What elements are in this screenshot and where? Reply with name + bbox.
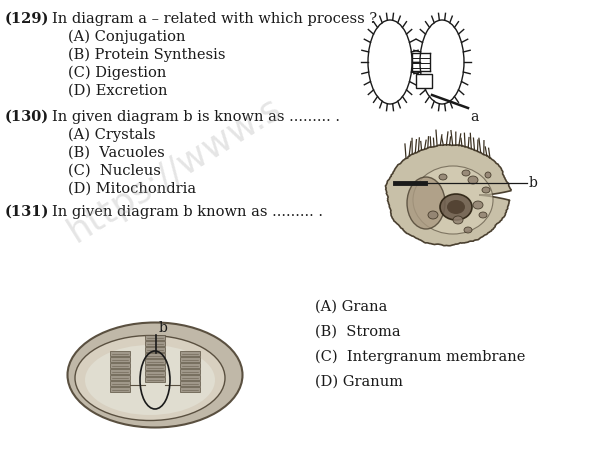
Ellipse shape (468, 176, 478, 184)
Text: (D) Mitochondria: (D) Mitochondria (68, 182, 196, 196)
Ellipse shape (440, 194, 472, 220)
Ellipse shape (447, 200, 465, 214)
Text: https://www.s: https://www.s (62, 91, 288, 249)
Ellipse shape (85, 345, 215, 415)
Text: (D) Excretion: (D) Excretion (68, 84, 167, 98)
Ellipse shape (67, 323, 243, 428)
Ellipse shape (473, 201, 483, 209)
Bar (145, 377, 165, 382)
Text: (131): (131) (5, 205, 49, 219)
Text: (B)  Stroma: (B) Stroma (315, 325, 400, 339)
Text: (A) Crystals: (A) Crystals (68, 128, 156, 142)
Text: (129): (129) (5, 12, 49, 26)
Text: (C)  Intergranum membrane: (C) Intergranum membrane (315, 350, 526, 364)
Text: (C) Digestion: (C) Digestion (68, 66, 166, 80)
Text: (B)  Vacuoles: (B) Vacuoles (68, 146, 165, 160)
Bar (145, 359, 165, 364)
Ellipse shape (368, 20, 412, 104)
Bar (416, 74, 432, 88)
Text: b: b (159, 321, 168, 335)
Bar (180, 381, 200, 386)
Bar (110, 363, 130, 368)
Text: (B) Protein Synthesis: (B) Protein Synthesis (68, 48, 226, 62)
Ellipse shape (485, 172, 491, 178)
Ellipse shape (428, 211, 438, 219)
Bar (145, 371, 165, 376)
Ellipse shape (420, 20, 464, 104)
Bar (110, 387, 130, 392)
Bar (145, 353, 165, 358)
Bar (180, 375, 200, 380)
Ellipse shape (464, 227, 472, 233)
Text: In given diagram b known as ......... .: In given diagram b known as ......... . (52, 205, 323, 219)
Text: (A) Grana: (A) Grana (315, 300, 387, 314)
Ellipse shape (482, 187, 490, 193)
Ellipse shape (75, 335, 225, 420)
Bar (110, 357, 130, 362)
Bar (110, 375, 130, 380)
Bar (110, 369, 130, 374)
Bar (110, 381, 130, 386)
Ellipse shape (453, 216, 463, 224)
Polygon shape (385, 145, 511, 246)
Bar (145, 365, 165, 370)
Bar (180, 387, 200, 392)
Text: In diagram a – related with which process ?: In diagram a – related with which proces… (52, 12, 377, 26)
Bar (180, 369, 200, 374)
Text: (A) Conjugation: (A) Conjugation (68, 30, 185, 44)
Bar (145, 347, 165, 352)
Text: (D) Granum: (D) Granum (315, 375, 403, 389)
Bar (145, 335, 165, 340)
Ellipse shape (462, 170, 470, 176)
Text: In given diagram b is known as ......... .: In given diagram b is known as .........… (52, 110, 340, 124)
Bar (180, 363, 200, 368)
Bar (110, 351, 130, 356)
Bar (180, 357, 200, 362)
Text: b: b (529, 176, 538, 190)
Ellipse shape (479, 212, 487, 218)
Bar (180, 351, 200, 356)
Text: a: a (470, 110, 479, 124)
Text: (130): (130) (5, 110, 49, 124)
Bar (145, 341, 165, 346)
Ellipse shape (413, 166, 493, 234)
Text: (C)  Nucleus: (C) Nucleus (68, 164, 161, 178)
Ellipse shape (439, 174, 447, 180)
Ellipse shape (407, 177, 445, 229)
